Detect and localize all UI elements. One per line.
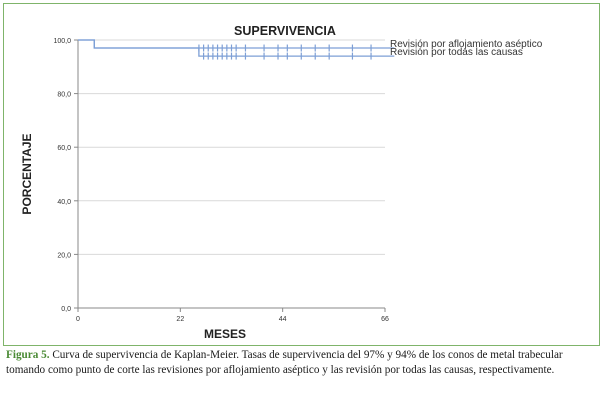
y-tick-label: 80,0 (57, 92, 71, 99)
kaplan-meier-chart: 0,0 20,0 40,0 60,0 80,0 100,0 0 22 44 66 Revisió… (20, 24, 543, 341)
legend: Revisión por aflojamiento asépticoRevisi… (390, 39, 543, 58)
y-tick-label: 60,0 (57, 145, 71, 152)
x-tick-label: 66 (381, 316, 389, 323)
y-tick-label: 0,0 (61, 306, 71, 313)
plot-background (78, 40, 385, 308)
x-tick-labels: 0 22 44 66 (76, 308, 389, 323)
x-tick-label: 44 (279, 316, 287, 323)
y-tick-labels: 0,0 20,0 40,0 60,0 80,0 100,0 (53, 38, 78, 313)
y-tick-label: 100,0 (53, 38, 71, 45)
figure-caption: Figura 5. Curva de supervivencia de Kapl… (6, 348, 602, 378)
x-axis-label: MESES (204, 327, 246, 341)
legend-entry-label: Revisión por todas las causas (390, 47, 523, 58)
chart-title: SUPERVIVENCIA (234, 24, 336, 38)
axes (77, 40, 385, 309)
censored-marks (198, 44, 372, 60)
y-tick-label: 20,0 (57, 252, 71, 259)
y-axis-label: PORCENTAJE (20, 133, 34, 214)
legend-entry-label: Revisión por aflojamiento aséptico (390, 39, 543, 50)
grid-lines (78, 39, 385, 255)
x-tick-label: 0 (76, 316, 80, 323)
caption-label: Figura 5. (6, 349, 50, 361)
x-tick-label: 22 (176, 316, 184, 323)
y-tick-label: 40,0 (57, 199, 71, 206)
caption-text: Curva de supervivencia de Kaplan-Meier. … (6, 349, 563, 376)
